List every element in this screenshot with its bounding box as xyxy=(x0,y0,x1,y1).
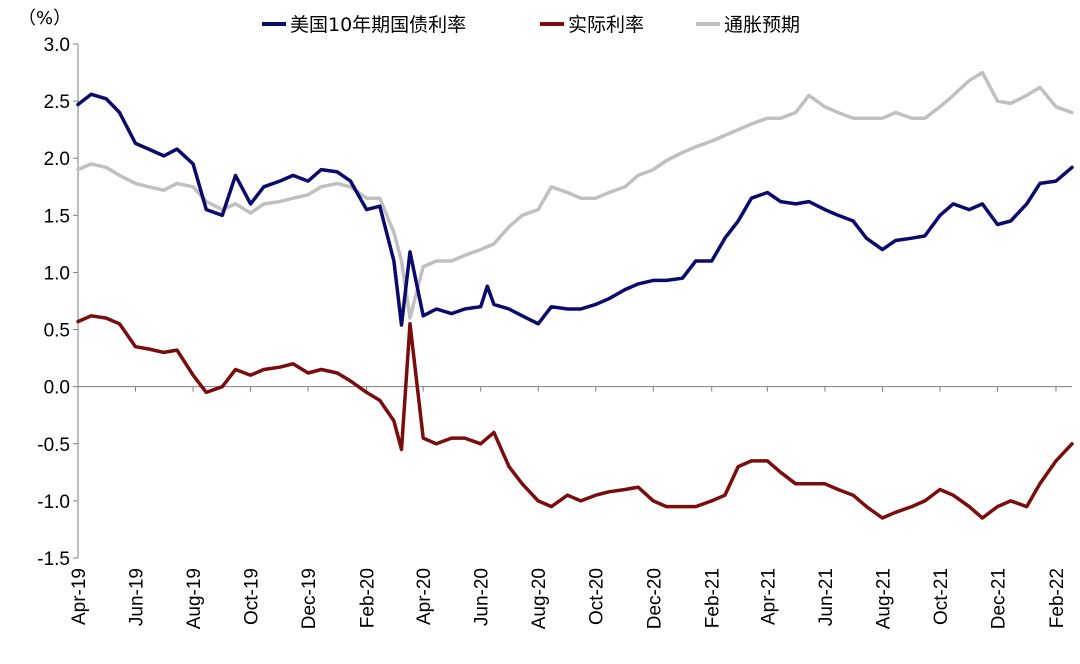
legend-label: 通胀预期 xyxy=(724,14,800,36)
x-tick-label: Apr-19 xyxy=(69,568,90,625)
y-tick-label: 2.0 xyxy=(44,149,70,170)
x-tick-label: Apr-21 xyxy=(758,568,779,625)
y-unit-label: （%） xyxy=(18,8,71,29)
y-axis: 3.0 2.5 2.0 1.5 1.0 0.5 0.0 -0.5 -1.0 -1.5 xyxy=(37,35,78,570)
legend-label: 实际利率 xyxy=(568,14,644,36)
legend: 美国10年期国债利率 实际利率 通胀预期 xyxy=(262,14,800,36)
y-tick-label: 0.0 xyxy=(44,378,70,399)
series-line-1 xyxy=(76,92,1074,327)
y-tick-label: -0.5 xyxy=(37,435,70,456)
legend-label: 美国10年期国债利率 xyxy=(290,14,466,36)
x-tick-label: Jun-20 xyxy=(472,568,493,626)
series-line-3 xyxy=(76,70,1074,320)
x-tick-label: Jun-21 xyxy=(816,568,837,626)
x-tick-label: Feb-22 xyxy=(1047,568,1068,628)
x-tick-label: Dec-20 xyxy=(644,568,665,629)
x-tick-label: Jun-19 xyxy=(127,568,148,626)
x-tick-label: Oct-21 xyxy=(931,568,952,625)
y-tick-label: 3.0 xyxy=(44,35,70,56)
x-tick-label: Dec-21 xyxy=(988,568,1009,629)
y-tick-label: 1.0 xyxy=(44,263,70,284)
series-layer xyxy=(76,70,1074,520)
y-tick-label: -1.0 xyxy=(37,492,70,513)
x-tick-label: Feb-20 xyxy=(358,568,379,628)
x-tick-label: Apr-20 xyxy=(414,568,435,625)
x-tick-label: Aug-19 xyxy=(184,568,205,629)
y-tick-label: 2.5 xyxy=(44,92,70,113)
x-tick-label: Oct-20 xyxy=(587,568,608,625)
series-line-2 xyxy=(76,314,1074,520)
x-tick-label: Aug-20 xyxy=(529,568,550,629)
y-tick-label: -1.5 xyxy=(37,549,70,570)
x-tick-label: Oct-19 xyxy=(242,568,263,625)
x-tick-label: Feb-21 xyxy=(703,568,724,628)
y-tick-label: 1.5 xyxy=(44,206,70,227)
x-tick-label: Aug-21 xyxy=(873,568,894,629)
x-tick-label: Dec-19 xyxy=(299,568,320,629)
y-tick-label: 0.5 xyxy=(44,321,70,342)
x-axis: Apr-19 Jun-19 Aug-19 Oct-19 Dec-19 Feb-20 Apr-… xyxy=(69,386,1068,629)
